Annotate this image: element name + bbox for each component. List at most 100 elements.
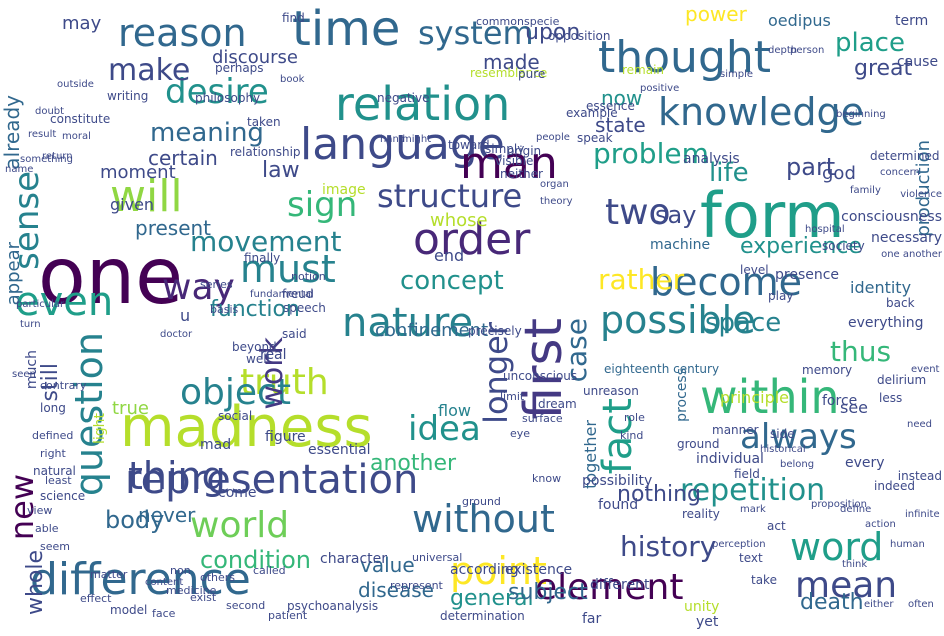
cloud-word: end [434, 246, 465, 265]
cloud-word: example [566, 106, 618, 120]
cloud-word: take [751, 573, 777, 587]
cloud-word: individual [696, 451, 764, 467]
cloud-word: said [282, 327, 307, 341]
cloud-word: defined [32, 429, 74, 442]
cloud-word: given [110, 195, 155, 214]
cloud-word: concern [880, 167, 920, 178]
cloud-word: relationship [230, 145, 301, 159]
cloud-word: finally [244, 251, 281, 265]
cloud-word: part [786, 153, 836, 181]
cloud-word: level [740, 263, 769, 277]
cloud-word: always [740, 417, 857, 457]
cloud-word: particular [16, 299, 65, 310]
cloud-word: define [840, 504, 872, 515]
cloud-word: moral [62, 131, 91, 142]
cloud-word: language [300, 119, 505, 170]
cloud-word: madness [120, 395, 373, 460]
cloud-word: dream [538, 397, 577, 411]
cloud-word: cause [897, 54, 939, 70]
cloud-word: place [835, 28, 905, 58]
cloud-word: become [650, 260, 803, 304]
cloud-word: real [260, 347, 287, 363]
cloud-word: know [532, 472, 562, 485]
cloud-word: desire [165, 72, 269, 112]
cloud-word: god [822, 163, 856, 184]
cloud-word: book [280, 74, 305, 85]
cloud-word: resemblance [470, 66, 548, 80]
cloud-word: relation [335, 77, 511, 131]
cloud-word: action [865, 519, 896, 530]
cloud-word: writing [107, 89, 149, 103]
cloud-word: doubt [35, 106, 65, 117]
cloud-word: speak [577, 131, 613, 145]
cloud-word: side [770, 427, 795, 441]
cloud-word: view [27, 504, 53, 517]
cloud-word: concept [400, 266, 504, 296]
cloud-word: medicine [166, 584, 217, 597]
cloud-word: representation [125, 457, 419, 503]
cloud-word: every [845, 455, 885, 471]
cloud-word: visible [495, 154, 534, 168]
cloud-word: name [5, 164, 34, 175]
cloud-word: essential [308, 442, 371, 458]
cloud-word: another [370, 451, 457, 476]
cloud-word: necessary [870, 230, 942, 246]
cloud-word: pure [518, 67, 546, 81]
cloud-word: whose [430, 210, 488, 231]
cloud-word: world [190, 505, 290, 546]
cloud-word: unreason [583, 384, 639, 398]
cloud-word: back [886, 296, 915, 310]
cloud-word: negative [377, 91, 430, 105]
cloud-word: simple [720, 69, 754, 80]
cloud-word: sign [287, 185, 358, 225]
cloud-word: come [218, 485, 257, 501]
cloud-word: family [850, 185, 881, 196]
cloud-word: event [911, 364, 940, 375]
cloud-word: general [450, 586, 534, 611]
cloud-word: specie [524, 15, 560, 28]
cloud-word: two [605, 192, 671, 233]
cloud-word: kind [620, 429, 644, 442]
cloud-word: constitute [50, 112, 111, 126]
cloud-word: violence [900, 189, 942, 200]
cloud-word: universal [412, 551, 463, 564]
cloud-word: remain [622, 63, 665, 77]
cloud-word: perception [712, 539, 766, 550]
cloud-word: force [822, 393, 858, 409]
cloud-word: thought [598, 32, 772, 83]
cloud-word: proposition [811, 499, 867, 510]
cloud-word: series [200, 278, 233, 291]
cloud-word: unconscious [503, 369, 578, 383]
cloud-word: even [15, 279, 114, 325]
cloud-word: meaning [150, 118, 264, 148]
cloud-word: far [582, 611, 602, 627]
cloud-word: movement [190, 225, 342, 258]
cloud-word: essence [586, 99, 635, 113]
cloud-word: disease [358, 578, 434, 602]
cloud-word: object [180, 372, 291, 413]
cloud-word: reason [118, 11, 247, 55]
cloud-word: beginning [836, 109, 886, 120]
cloud-word: doctor [160, 329, 193, 340]
cloud-word: common [476, 15, 524, 28]
cloud-word: surface [522, 412, 563, 425]
cloud-word: time [292, 1, 401, 57]
cloud-word: result [28, 129, 57, 140]
cloud-word: freud [282, 287, 314, 301]
cloud-word: theory [540, 196, 573, 207]
cloud-word: others [200, 571, 236, 584]
cloud-word: science [40, 489, 86, 503]
cloud-word: possibility [582, 473, 653, 489]
cloud-word: turn [20, 319, 41, 330]
cloud-word: hand [380, 134, 406, 145]
cloud-word: make [108, 53, 191, 88]
cloud-word: repetition [680, 473, 826, 508]
cloud-word: belong [780, 459, 815, 470]
cloud-word: say [655, 201, 697, 229]
cloud-word: way [162, 267, 235, 308]
cloud-word: found [598, 497, 639, 513]
cloud-word: identity [850, 278, 912, 297]
cloud-word: manner [712, 423, 759, 437]
cloud-word: play [768, 289, 794, 303]
cloud-word: analysis [683, 151, 740, 167]
